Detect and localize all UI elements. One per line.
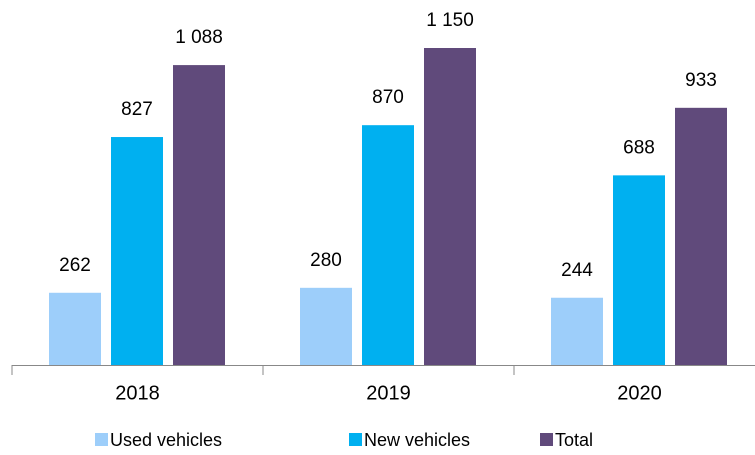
legend-swatch bbox=[540, 433, 553, 446]
data-label: 1 088 bbox=[175, 27, 223, 48]
x-tick-label: 2020 bbox=[617, 382, 662, 404]
bar bbox=[675, 107, 727, 365]
legend-label: New vehicles bbox=[364, 430, 470, 450]
data-label: 827 bbox=[121, 99, 153, 120]
bar bbox=[300, 287, 352, 365]
x-tick-label: 2018 bbox=[115, 382, 160, 404]
data-label: 244 bbox=[561, 260, 593, 281]
legend-swatch bbox=[349, 433, 362, 446]
bar bbox=[551, 297, 603, 365]
data-label: 280 bbox=[310, 250, 342, 271]
data-label: 262 bbox=[59, 255, 91, 276]
bar bbox=[49, 292, 101, 365]
bar bbox=[362, 125, 414, 365]
legend-label: Total bbox=[555, 430, 593, 450]
bar bbox=[424, 48, 476, 365]
bar bbox=[173, 65, 225, 366]
bar bbox=[111, 137, 163, 365]
bar bbox=[613, 175, 665, 365]
data-label: 1 150 bbox=[426, 10, 474, 31]
data-label: 870 bbox=[372, 87, 404, 108]
data-label: 688 bbox=[623, 137, 655, 158]
data-label: 933 bbox=[685, 70, 717, 91]
legend-swatch bbox=[95, 433, 108, 446]
x-tick-label: 2019 bbox=[366, 382, 411, 404]
legend-label: Used vehicles bbox=[110, 430, 222, 450]
